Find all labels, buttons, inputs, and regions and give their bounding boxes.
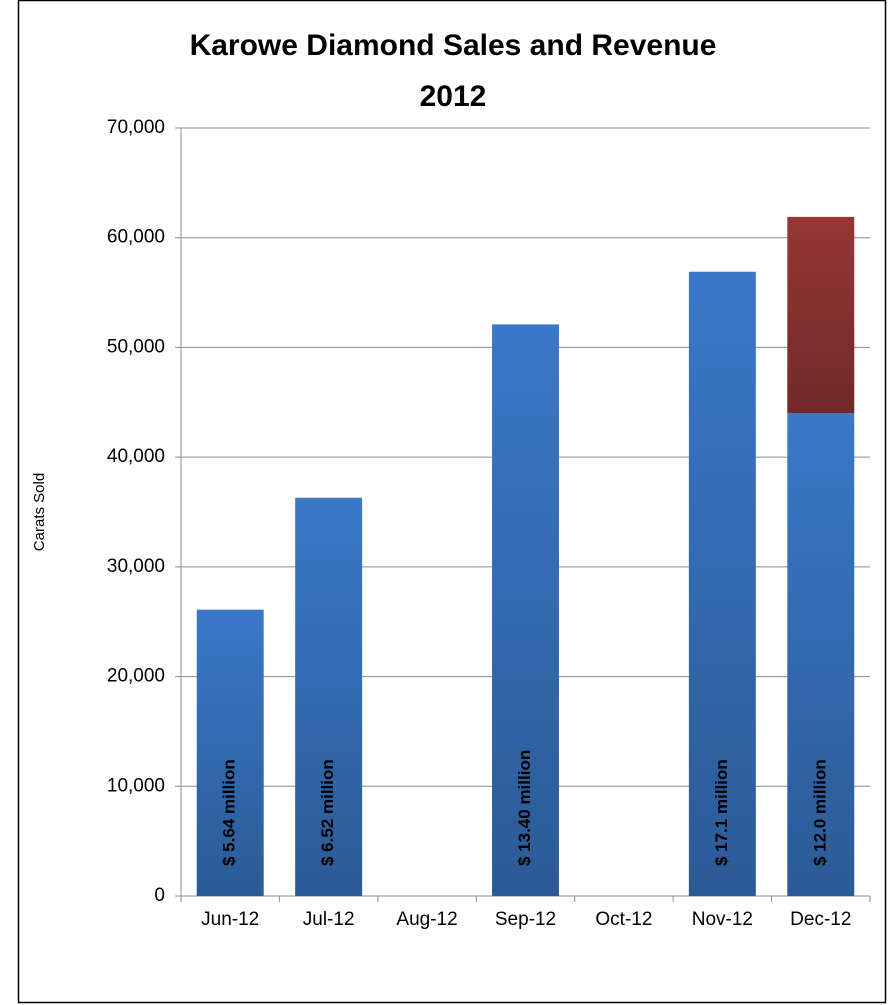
- y-tick-label: 50,000: [107, 336, 165, 357]
- x-tick-label: Jul-12: [303, 909, 355, 930]
- bar-label: $ 5.64 million: [220, 759, 239, 866]
- y-tick-label: 40,000: [107, 446, 165, 467]
- bar-shade: [787, 216, 855, 414]
- x-tick-label: Aug-12: [396, 909, 457, 930]
- bar-label: $ 13.40 million: [515, 750, 534, 866]
- bar-label: $ 12.0 million: [810, 759, 829, 866]
- bar-shade: [295, 497, 363, 896]
- y-tick-label: 20,000: [107, 666, 165, 687]
- chart-title: Karowe Diamond Sales and Revenue: [190, 29, 717, 62]
- x-tick-label: Nov-12: [692, 909, 753, 930]
- chart-title: 2012: [420, 80, 487, 113]
- bar-shade: [787, 413, 855, 896]
- bar-label: $ 17.1 million: [712, 759, 731, 866]
- bar-label: $ 6.52 million: [318, 759, 337, 866]
- x-tick-label: Oct-12: [595, 909, 652, 930]
- bar-shade: [196, 609, 264, 896]
- y-axis-title: Carats Sold: [31, 473, 48, 551]
- y-tick-label: 60,000: [107, 227, 165, 248]
- y-tick-label: 70,000: [107, 117, 165, 138]
- x-tick-label: Jun-12: [201, 909, 259, 930]
- y-tick-label: 0: [154, 885, 165, 906]
- y-tick-label: 30,000: [107, 556, 165, 577]
- bar-shade: [492, 324, 559, 897]
- x-tick-label: Sep-12: [495, 909, 556, 930]
- x-tick-label: Dec-12: [790, 909, 851, 930]
- bar-shade: [688, 271, 756, 896]
- y-tick-label: 10,000: [107, 775, 165, 796]
